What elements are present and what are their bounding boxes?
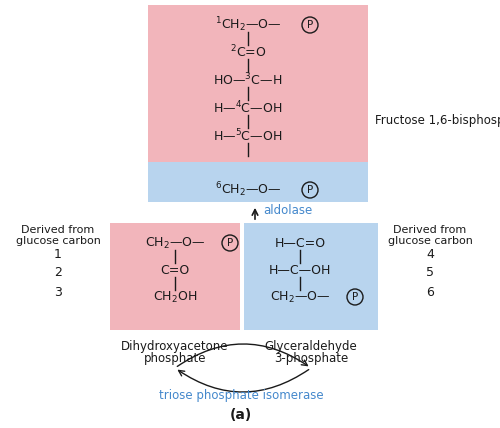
Text: $^6$CH$_2$—O—: $^6$CH$_2$—O— [215, 181, 281, 199]
Text: H—$^4$C—OH: H—$^4$C—OH [214, 100, 282, 116]
Text: aldolase: aldolase [263, 203, 312, 217]
Text: H—C=O: H—C=O [274, 237, 326, 250]
Text: CH$_2$—O—: CH$_2$—O— [145, 235, 205, 250]
Text: glucose carbon: glucose carbon [388, 236, 472, 246]
Text: glucose carbon: glucose carbon [16, 236, 100, 246]
Text: Fructose 1,6-bisphosphate: Fructose 1,6-bisphosphate [375, 113, 500, 127]
Text: 1: 1 [54, 249, 62, 262]
Text: P: P [307, 20, 313, 30]
Text: $^2$C=O: $^2$C=O [230, 44, 266, 60]
Text: C=O: C=O [160, 264, 190, 276]
Text: 2: 2 [54, 265, 62, 279]
Text: P: P [307, 185, 313, 195]
Bar [244, 223, 378, 330]
Text: Derived from: Derived from [22, 225, 95, 235]
Text: 6: 6 [426, 285, 434, 298]
Text: triose phosphate isomerase: triose phosphate isomerase [158, 389, 324, 401]
Text: P: P [352, 292, 358, 302]
Text: $^1$CH$_2$—O—: $^1$CH$_2$—O— [215, 16, 281, 34]
Text: CH$_2$—O—: CH$_2$—O— [270, 289, 330, 305]
Text: (a): (a) [230, 408, 252, 422]
Bar [148, 162, 368, 202]
Text: HO—$^3$C—H: HO—$^3$C—H [214, 72, 282, 88]
Bar [148, 5, 368, 162]
Text: H—$^5$C—OH: H—$^5$C—OH [214, 128, 282, 144]
Text: Dihydroxyacetone: Dihydroxyacetone [121, 340, 229, 353]
Text: 3: 3 [54, 285, 62, 298]
Text: 5: 5 [426, 265, 434, 279]
Text: P: P [227, 238, 233, 248]
Bar [110, 223, 240, 330]
Text: Derived from: Derived from [394, 225, 466, 235]
Text: CH$_2$OH: CH$_2$OH [153, 289, 197, 305]
Text: H—C—OH: H—C—OH [269, 264, 331, 276]
Text: phosphate: phosphate [144, 352, 206, 365]
Text: 3-phosphate: 3-phosphate [274, 352, 348, 365]
Text: Glyceraldehyde: Glyceraldehyde [264, 340, 358, 353]
Text: 4: 4 [426, 249, 434, 262]
